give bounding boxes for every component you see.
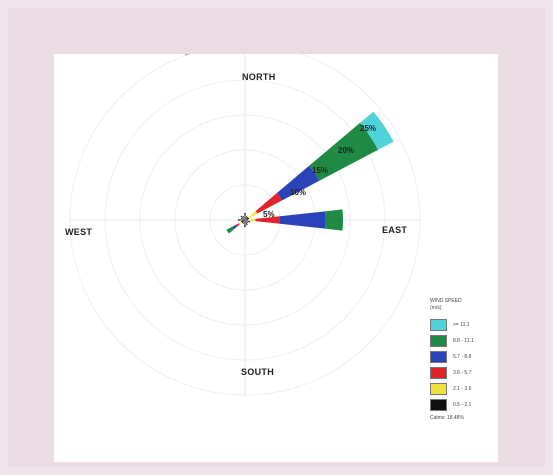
petal-segment [245, 220, 249, 224]
legend-label: 0.5 - 2.1 [453, 402, 472, 408]
petal-segment [243, 220, 245, 225]
legend-swatch [430, 335, 447, 347]
legend-row: 5.7 - 8.8 [430, 349, 496, 365]
petal-segment [244, 213, 246, 220]
legend-label: 8.8 - 11.1 [453, 338, 474, 344]
petal-segment [226, 226, 235, 234]
petal-segment [245, 218, 250, 220]
petal-segment [245, 216, 249, 220]
petal-segment [232, 224, 237, 230]
petal-segment [240, 218, 245, 220]
petal-segment [245, 219, 249, 221]
petal-segment [245, 220, 248, 226]
legend-label: 2.1 - 3.6 [453, 386, 472, 392]
petal-segment [255, 192, 283, 214]
legend: WIND SPEED (m/s) >= 11.1 8.8 - 11.1 5.7 … [430, 298, 496, 421]
ring-label-15: 15% [312, 166, 329, 175]
calms-label: Calms: 18.48% [430, 415, 464, 421]
chart-panel: NORTH SOUTH EAST WEST 5% 10% 15% 20% 25%… [54, 54, 498, 462]
petal-segment [325, 209, 343, 231]
legend-label: >= 11.1 [453, 322, 470, 328]
petal-segment [238, 221, 243, 225]
petal-segment [241, 220, 245, 224]
legend-unit: (m/s) [430, 305, 442, 311]
petal-segment [255, 216, 280, 224]
legend-row: 3.6 - 5.7 [430, 365, 496, 381]
legend-label: 5.7 - 8.8 [453, 354, 472, 360]
petal-segment [238, 219, 245, 221]
petal-segment [279, 211, 326, 229]
west-label: WEST [65, 227, 93, 237]
petal-segment [243, 215, 245, 220]
petal-segment [359, 111, 394, 150]
legend-swatch [430, 399, 447, 411]
legend-label: 3.6 - 5.7 [453, 370, 472, 376]
east-label: EAST [382, 225, 408, 235]
petal-segment [309, 122, 379, 181]
petal-segment [248, 218, 256, 222]
legend-row: 8.8 - 11.1 [430, 333, 496, 349]
legend-row: 0.5 - 2.1 [430, 397, 496, 413]
south-label: SOUTH [241, 367, 274, 377]
north-label: NORTH [242, 72, 276, 82]
petal-segment [240, 215, 245, 220]
legend-title: WIND SPEED [430, 298, 462, 304]
petal-segment [241, 220, 245, 223]
petal-segment [245, 217, 249, 220]
petal-segment [244, 220, 246, 227]
legend-swatch [430, 367, 447, 379]
petal-segment [247, 210, 258, 219]
ring-label-5: 5% [263, 210, 275, 219]
legend-row: 2.1 - 3.6 [430, 381, 496, 397]
petal-segment [235, 223, 240, 227]
petal-segment [245, 220, 251, 223]
legend-swatch [430, 351, 447, 363]
petal-segment [277, 165, 320, 201]
legend-row: >= 11.1 [430, 317, 496, 333]
legend-swatch [430, 383, 447, 395]
ring-label-10: 10% [290, 188, 307, 197]
wind-rose-chart [69, 54, 421, 396]
ring-label-25: 25% [360, 124, 377, 133]
petal-segment [245, 215, 247, 220]
legend-swatch [430, 319, 447, 331]
petal-segment [240, 220, 245, 222]
ring-label-20: 20% [338, 146, 355, 155]
figure-frame: NORTH SOUTH EAST WEST 5% 10% 15% 20% 25%… [8, 8, 545, 467]
